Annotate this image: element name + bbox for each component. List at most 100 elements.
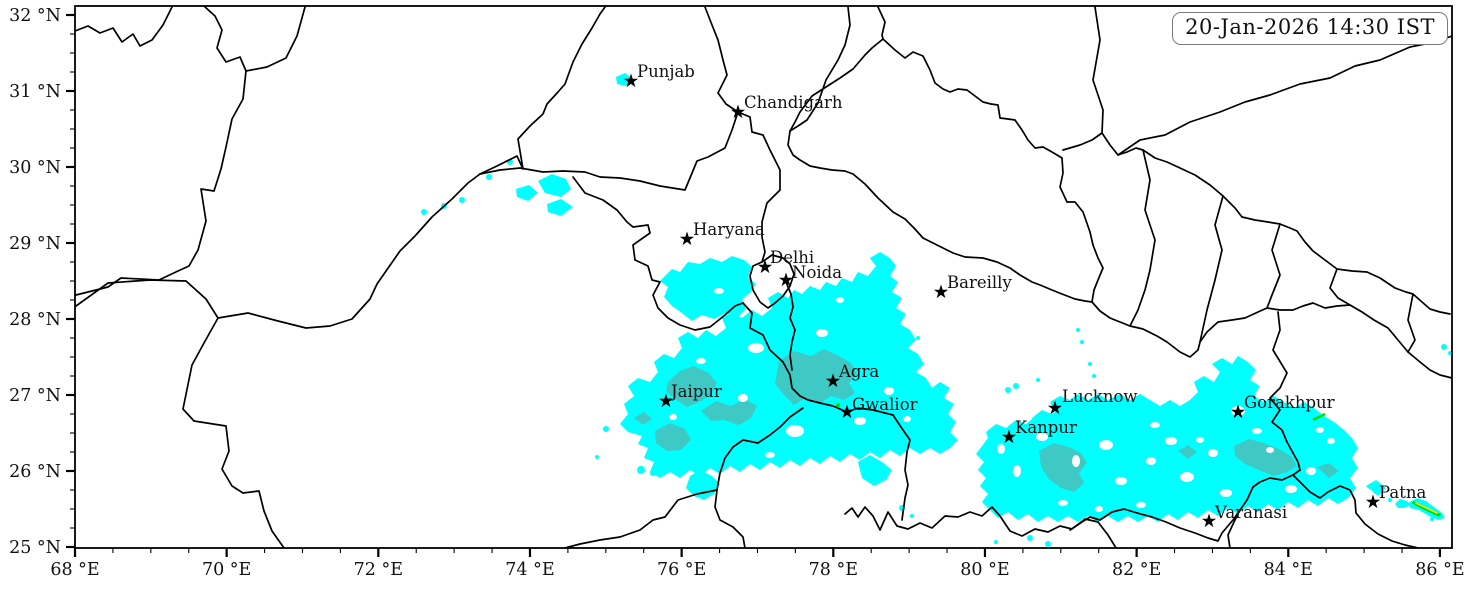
x-tick-label: 78 °E [809,560,858,580]
y-tick-label: 32 °N [9,6,61,26]
y-tick-label: 30 °N [9,158,61,178]
city-label-haryana: Haryana [693,220,765,239]
boundary-line [789,38,884,132]
precip-light-dot [1448,351,1452,355]
precip-hole [836,297,844,303]
precip-hole [1115,477,1127,485]
precip-moderate-polygon [634,412,652,425]
x-tick-label: 74 °E [505,560,554,580]
precip-light-dot [1036,378,1040,382]
city-marker-lucknow [1047,400,1063,415]
x-tick-label: 84 °E [1264,560,1313,580]
precip-hole [816,329,828,337]
precip-hole [1146,457,1156,465]
city-marker-haryana [679,231,695,246]
boundary-line [182,317,285,548]
precip-hole [1095,506,1103,512]
precip-light-dot [904,330,908,334]
y-tick-label: 27 °N [9,386,61,406]
city-label-lucknow: Lucknow [1062,387,1138,406]
precip-light-dot [1005,387,1011,393]
precip-light-polygon [547,199,573,216]
precip-hole [765,452,775,458]
precip-light-dot [1013,383,1019,389]
boundary-line [787,130,1093,303]
precip-light-dot [994,540,998,544]
precip-hole [1058,500,1068,506]
city-marker-patna [1365,494,1381,509]
precip-hole [738,394,748,402]
precip-light-dot [910,514,914,518]
boundary-line [204,6,247,72]
x-tick-label: 68 °E [50,560,99,580]
precip-light-dot [637,466,645,474]
precip-hole [748,343,764,353]
boundary-line [1292,474,1419,548]
city-marker-gwalior [839,404,855,419]
boundary-line [737,111,781,263]
precip-hole [1266,447,1274,453]
y-tick-label: 25 °N [9,538,61,558]
plot-frame [74,5,1453,549]
precip-hole [1136,502,1146,508]
precip-light-polygon [858,455,892,486]
city-marker-noida [778,272,794,287]
x-tick-label: 70 °E [202,560,251,580]
city-label-agra: Agra [838,362,879,381]
boundary-line [714,489,746,548]
precip-light-dot [859,297,865,303]
precip-heavy-dash [1312,412,1326,422]
precip-light-dot [459,197,465,203]
precip-light-dot [916,336,920,340]
boundary-line [1069,469,1301,542]
precip-light-dot [486,174,492,180]
boundary-line [844,506,1117,548]
precip-hole [1150,422,1160,428]
boundary-line [1407,293,1416,353]
precip-light-dot [1088,362,1092,366]
city-label-jaipur: Jaipur [669,382,722,401]
precip-light-polygon [1366,480,1386,496]
precip-light-dot [1027,535,1033,541]
city-label-noida: Noida [792,263,842,282]
city-label-bareilly: Bareilly [947,273,1012,292]
boundary-line [877,6,1104,303]
city-marker-chandigarh [730,104,746,119]
city-marker-delhi [757,259,773,274]
precip-light-polygon [1395,499,1410,508]
precip-light-polygon [660,256,756,321]
precip-hole [1208,449,1218,457]
precip-hole [1036,433,1048,441]
precip-hole [1306,467,1316,475]
precip-cell-intense [1415,502,1438,514]
city-marker-bareilly [933,284,949,299]
precip-heavy-dot [836,403,840,407]
precip-light-dot [650,470,656,476]
boundary-line [479,111,739,191]
precip-hole [997,444,1005,454]
precip-light-dot [1430,517,1434,521]
precip-light-dot [595,455,599,459]
city-label-patna: Patna [1379,483,1426,502]
boundary-line [1091,301,1452,379]
precip-hole [1327,438,1335,444]
precip-hole [1165,437,1177,445]
precip-light-polygon [686,470,720,500]
x-tick-label: 80 °E [960,560,1009,580]
boundary-line [217,173,481,329]
boundary-line [789,6,851,132]
boundary-line [1062,132,1451,315]
precip-moderate-polygon [1178,445,1197,459]
precip-light-dot [1388,498,1392,502]
precip-hole [1285,485,1297,493]
state-boundaries-layer [75,6,1452,548]
precip-hole [1013,465,1021,477]
precip-hole [1196,437,1204,443]
precip-moderate-polygon [1317,463,1339,478]
precip-light-dot [1045,541,1051,547]
city-marker-gorakhpur [1230,404,1246,419]
boundary-line [75,279,219,319]
